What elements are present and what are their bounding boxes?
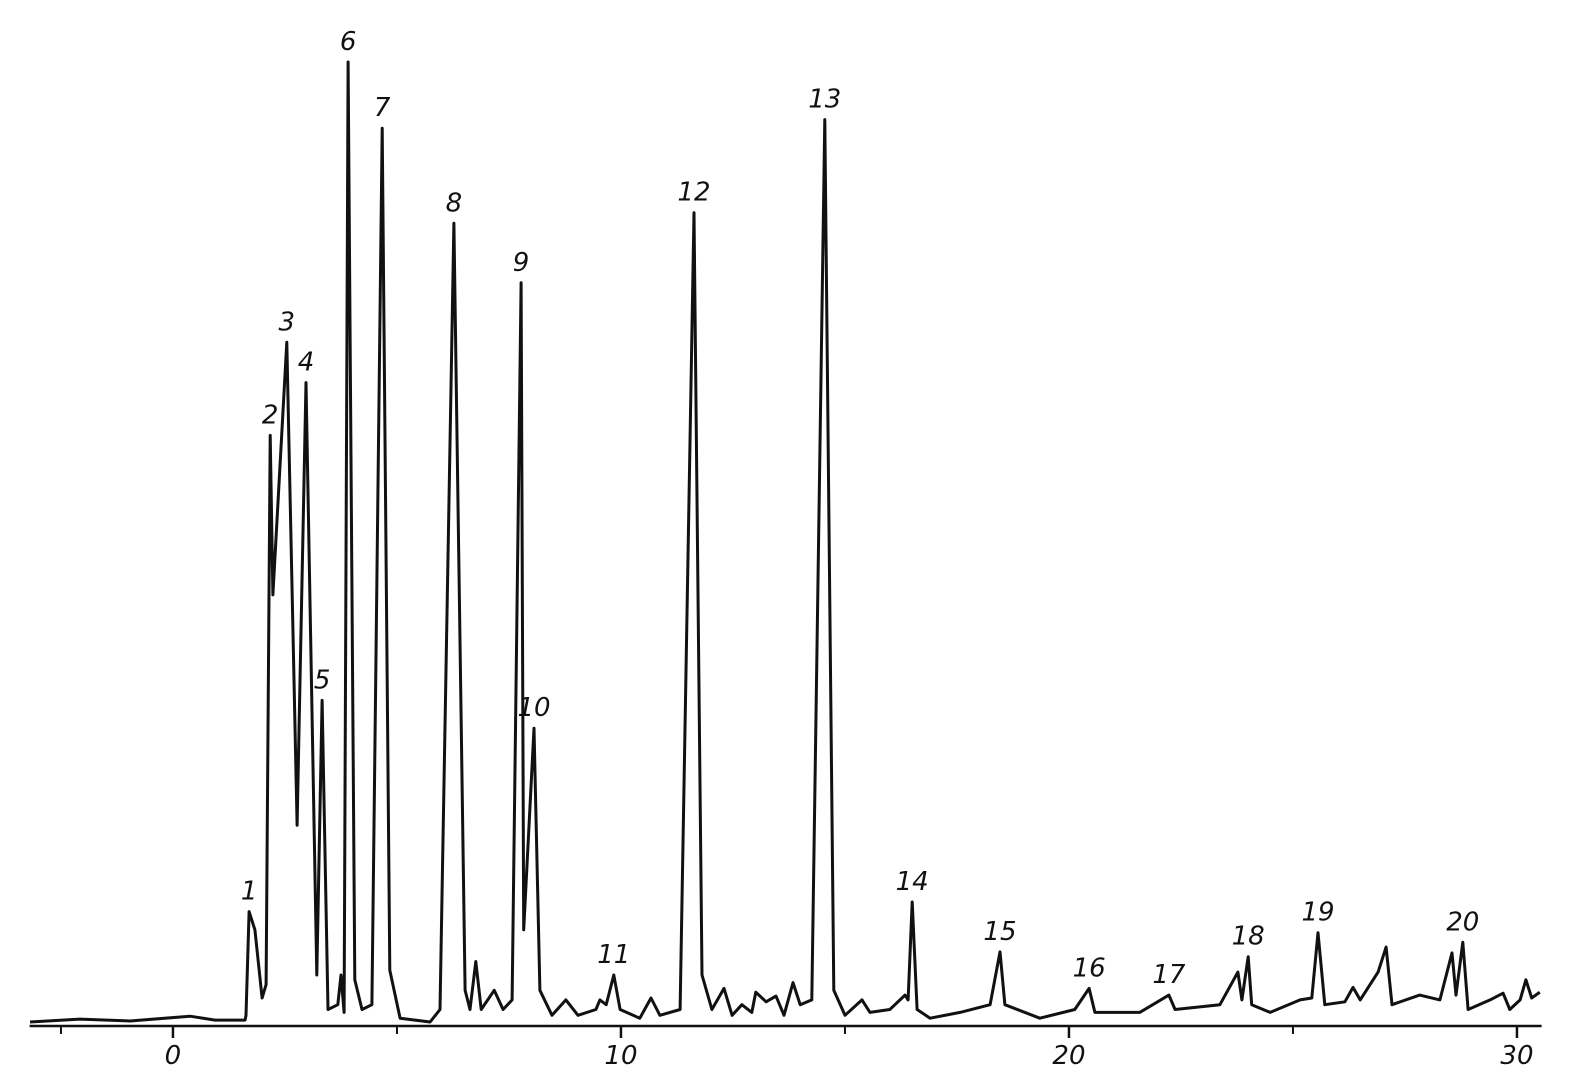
peak-label: 8 [446,188,463,218]
x-tick-label: 20 [1052,1041,1085,1071]
peak-label: 11 [597,940,630,970]
chromatogram-line [29,60,1541,1024]
peak-label: 9 [513,248,530,278]
peak-label: 4 [298,348,315,378]
peak-label: 14 [896,867,929,897]
peak-label: 17 [1152,960,1186,990]
peak-label: 5 [314,665,331,695]
peak-label: 16 [1073,953,1106,983]
peak-label: 19 [1302,898,1335,928]
peak-label: 18 [1232,922,1265,952]
peak-label: 6 [340,27,357,57]
x-tick-label: 0 [165,1041,182,1071]
peak-label: 15 [983,917,1016,947]
x-tick-label: 30 [1500,1041,1533,1071]
peak-label: 20 [1446,907,1479,937]
peak-label: 7 [374,93,391,123]
peak-label: 12 [677,178,710,208]
peak-label: 2 [262,400,279,430]
x-tick-label: 10 [604,1041,637,1071]
peak-label: 3 [278,307,295,337]
peak-label: 10 [518,693,551,723]
peak-label: 1 [241,877,258,907]
peak-label: 13 [808,85,841,115]
